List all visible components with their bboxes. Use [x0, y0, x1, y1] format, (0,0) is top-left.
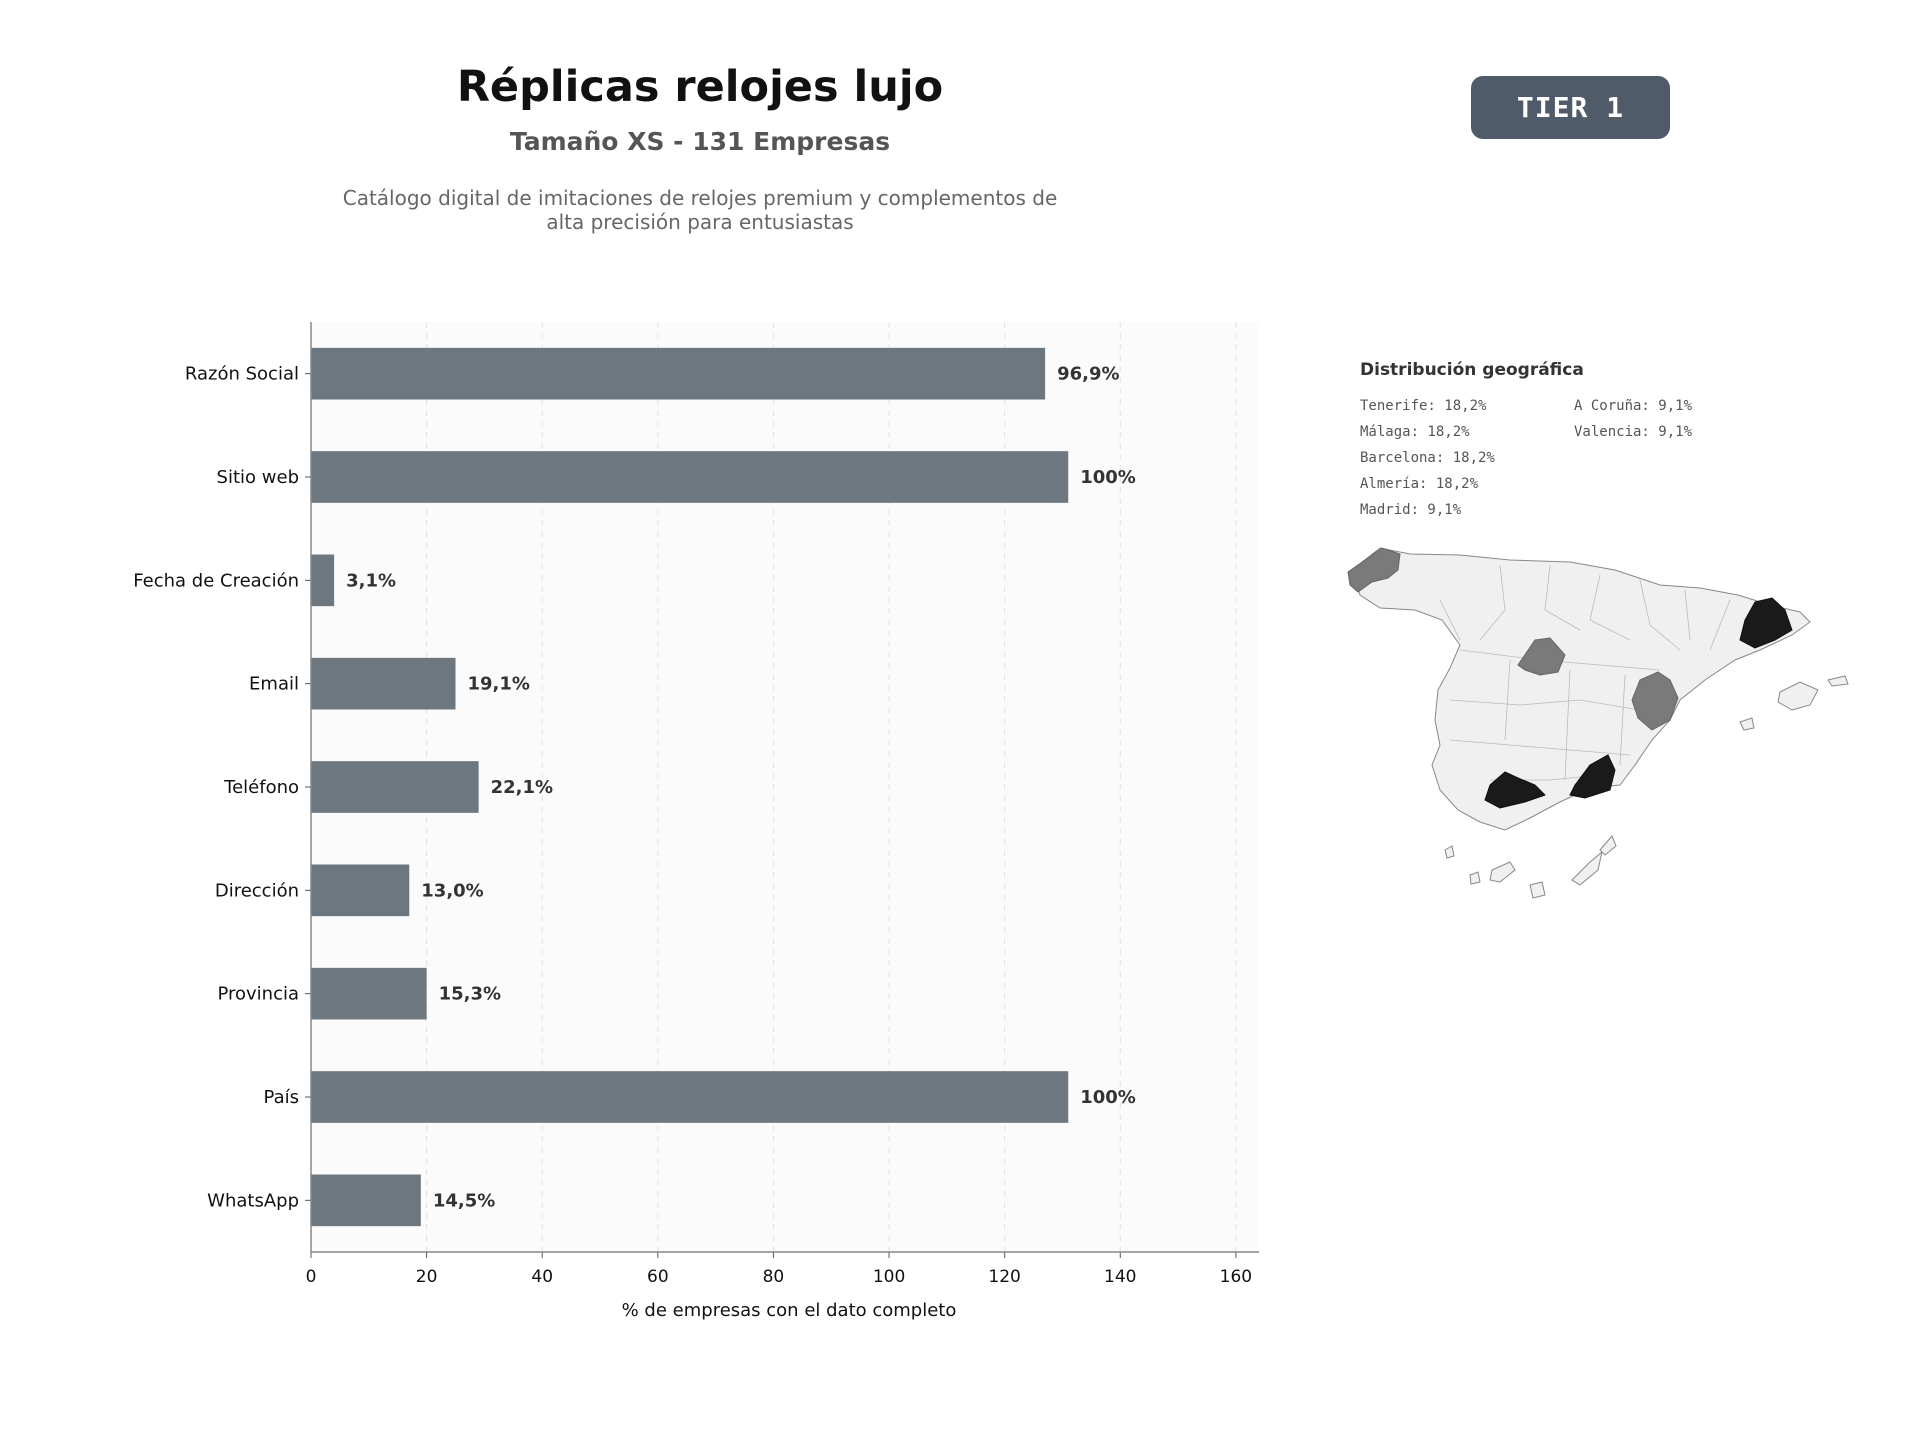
y-tick-label: Razón Social — [185, 364, 299, 385]
spain-map — [1347, 547, 1849, 899]
map-province-malaga — [1484, 771, 1546, 809]
map-province-barcelona — [1739, 597, 1793, 649]
chart-description: Catálogo digital de imitaciones de reloj… — [300, 186, 1100, 234]
x-tick-label: 120 — [988, 1267, 1020, 1287]
description-line-1: Catálogo digital de imitaciones de reloj… — [342, 186, 1058, 210]
bar — [311, 657, 456, 710]
geo-distribution-title: Distribución geográfica — [1360, 360, 1584, 380]
bar — [311, 967, 427, 1020]
x-axis-label: % de empresas con el dato completo — [622, 1300, 957, 1321]
data-label: 3,1% — [346, 570, 396, 591]
tier-badge: TIER 1 — [1471, 76, 1670, 139]
bar — [311, 554, 335, 607]
bar — [311, 761, 479, 813]
data-label: 19,1% — [468, 674, 530, 695]
data-label: 96,9% — [1057, 364, 1119, 385]
bar — [311, 451, 1069, 503]
y-tick-label: Dirección — [215, 880, 299, 901]
x-tick-label: 100 — [873, 1267, 905, 1287]
x-tick-label: 80 — [763, 1267, 785, 1287]
geo-item-valencia: Valencia: 9,1% — [1574, 424, 1693, 440]
map-province-almeria — [1569, 754, 1616, 799]
chart-title: Réplicas relojes lujo — [456, 62, 944, 112]
chart-subtitle: Tamaño XS - 131 Empresas — [509, 127, 891, 156]
data-label: 13,0% — [421, 880, 483, 901]
x-tick-label: 60 — [647, 1267, 669, 1287]
geo-item-malaga: Málaga: 18,2% — [1360, 424, 1470, 440]
map-canary-gran-canaria — [1529, 881, 1546, 899]
x-tick-label: 40 — [531, 1267, 553, 1287]
geo-item-tenerife: Tenerife: 18,2% — [1360, 398, 1487, 414]
map-canary-fuerteventura — [1571, 850, 1603, 886]
map-canary-tenerife — [1489, 861, 1516, 883]
x-tick-label: 140 — [1104, 1267, 1136, 1287]
bar — [311, 1174, 421, 1227]
map-canary-2 — [1469, 871, 1481, 885]
map-balearic-menorca — [1827, 675, 1849, 687]
bar — [311, 864, 410, 917]
y-tick-label: Sitio web — [217, 467, 299, 488]
map-balearic-mallorca — [1777, 681, 1819, 711]
y-tick-label: Email — [249, 674, 299, 695]
x-tick-label: 20 — [416, 1267, 438, 1287]
y-tick-label: País — [264, 1087, 299, 1108]
geo-item-barcelona: Barcelona: 18,2% — [1360, 450, 1495, 466]
map-province-a-coruna — [1347, 547, 1401, 593]
geo-item-almeria: Almería: 18,2% — [1360, 476, 1479, 492]
map-balearic-ibiza — [1739, 717, 1755, 731]
data-label: 100% — [1080, 1087, 1136, 1108]
geo-item-a-coruna: A Coruña: 9,1% — [1574, 398, 1693, 414]
map-province-valencia — [1631, 671, 1679, 731]
y-tick-label: Teléfono — [223, 777, 299, 798]
data-label: 22,1% — [491, 777, 553, 798]
x-tick-label: 0 — [306, 1267, 317, 1287]
description-line-2: alta precisión para entusiastas — [546, 210, 854, 234]
x-tick-label: 160 — [1220, 1267, 1252, 1287]
bar — [311, 347, 1046, 400]
data-label: 100% — [1080, 467, 1136, 488]
bar — [311, 1071, 1069, 1123]
y-tick-label: Fecha de Creación — [133, 570, 299, 591]
geo-item-madrid: Madrid: 9,1% — [1360, 502, 1462, 518]
map-mainland — [1351, 547, 1811, 831]
data-label: 15,3% — [439, 984, 501, 1005]
y-tick-label: WhatsApp — [207, 1190, 299, 1211]
data-label: 14,5% — [433, 1190, 495, 1211]
y-tick-label: Provincia — [217, 984, 299, 1005]
map-canary-lanzarote — [1599, 835, 1617, 856]
map-province-madrid — [1517, 637, 1566, 676]
map-canary-1 — [1444, 845, 1455, 859]
map-province-borders — [1439, 564, 1731, 781]
